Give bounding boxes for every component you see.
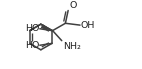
Text: NH₂: NH₂	[63, 42, 81, 51]
Text: HO: HO	[25, 24, 39, 33]
Text: O: O	[69, 1, 76, 10]
Polygon shape	[41, 24, 53, 31]
Text: OH: OH	[81, 21, 95, 30]
Text: HO: HO	[25, 41, 39, 50]
